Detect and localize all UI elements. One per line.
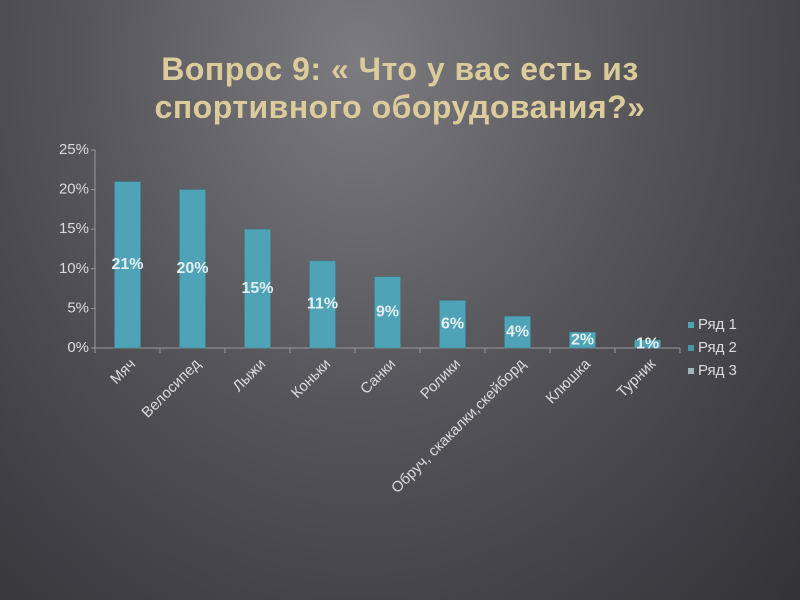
chart-title: Вопрос 9: « Что у вас есть из спортивног… xyxy=(154,51,646,125)
legend-swatch xyxy=(688,322,694,328)
legend-label: Ряд 2 xyxy=(698,339,737,356)
bar xyxy=(114,181,141,349)
bar xyxy=(504,316,531,349)
x-tick-label: Коньки xyxy=(288,356,334,402)
legend-swatch xyxy=(688,368,694,374)
bar xyxy=(374,276,401,349)
data-label: 2% xyxy=(571,331,594,348)
data-label: 15% xyxy=(241,280,273,297)
bar xyxy=(244,228,271,349)
bar xyxy=(439,300,466,349)
x-tick-label: Лыжи xyxy=(230,356,270,396)
data-label: 6% xyxy=(441,315,464,332)
x-tick-label: Велосипед xyxy=(138,355,204,421)
x-tick-label: Санки xyxy=(357,356,399,398)
data-label: 20% xyxy=(176,260,208,277)
data-label: 21% xyxy=(111,256,143,273)
bar xyxy=(179,189,206,349)
x-tick-label: Обруч, скакалки,скейборд xyxy=(388,355,529,496)
data-label: 9% xyxy=(376,304,399,321)
data-label: 4% xyxy=(506,323,529,340)
y-tick-label: 0% xyxy=(67,339,89,356)
legend-swatch xyxy=(688,345,694,351)
bar xyxy=(569,331,596,349)
y-tick-label: 20% xyxy=(59,181,89,198)
y-tick-label: 15% xyxy=(59,220,89,237)
y-tick-label: 25% xyxy=(59,141,89,158)
y-tick-label: 10% xyxy=(59,260,89,277)
x-tick-label: Мяч xyxy=(107,356,139,388)
bar xyxy=(634,339,661,349)
x-tick-label: Клюшка xyxy=(543,355,595,407)
legend-label: Ряд 3 xyxy=(698,362,737,379)
x-tick-label: Турник xyxy=(614,355,660,401)
x-tick-label: Ролики xyxy=(417,356,464,403)
data-label: 11% xyxy=(307,296,338,313)
data-label: 1% xyxy=(636,335,659,352)
bar xyxy=(309,260,336,349)
legend-label: Ряд 1 xyxy=(698,316,737,333)
y-tick-label: 5% xyxy=(67,299,89,316)
